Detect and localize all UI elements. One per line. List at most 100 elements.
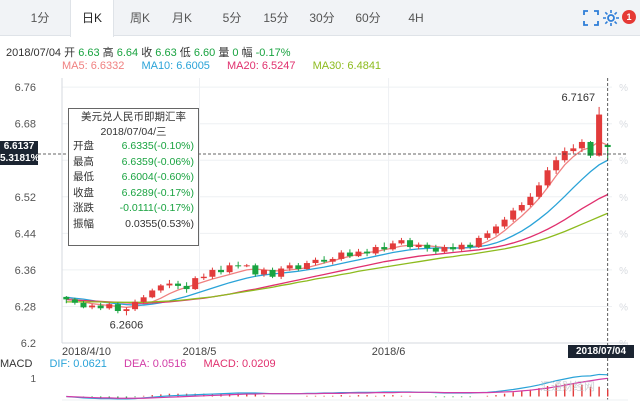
summary-close: 6.63 [155, 47, 177, 59]
candle-body [260, 269, 267, 275]
tooltip-row-amplitude: 振幅 0.0355(0.53%) [69, 217, 198, 233]
tooltip-title: 美元兑人民币即期汇率 [81, 111, 186, 123]
candle-body [89, 305, 96, 308]
candle-body [398, 240, 405, 244]
candle-tooltip: 美元兑人民币即期汇率 2018/07/04/三 开盘 6.6335(-0.10%)… [68, 108, 199, 246]
candle-body [389, 243, 396, 250]
tab-30min[interactable]: 30分 [309, 11, 335, 25]
watermark-logo: 汇通财经网 [540, 381, 595, 393]
candle-body [106, 304, 113, 309]
ma5-line [66, 140, 608, 309]
y-tick-label-right: % [619, 266, 628, 277]
candle-body [407, 240, 414, 248]
notification-badge[interactable]: 1 [622, 10, 636, 24]
tab-daily[interactable]: 日K [70, 0, 114, 37]
candle-body [217, 269, 224, 273]
candle-body [123, 309, 130, 312]
candle-body [424, 244, 431, 248]
candle-body [183, 285, 190, 290]
candle-body [450, 247, 457, 250]
settings-icon[interactable] [602, 9, 620, 27]
candle-body [561, 151, 568, 161]
candle-body [570, 148, 577, 152]
candle-body [544, 170, 551, 186]
ma10-line [66, 159, 609, 306]
tooltip-close-value: 6.6289(-0.17%) [121, 186, 194, 199]
tab-60min[interactable]: 60分 [355, 11, 381, 25]
tooltip-open-value: 6.6335(-0.10%) [121, 140, 194, 152]
candle-body [527, 196, 534, 206]
tooltip-row-change: 涨跌 -0.0111(-0.17%) [69, 201, 198, 217]
tooltip-high-value: 6.6359(-0.06%) [121, 155, 194, 168]
tab-monthly[interactable]: 月K [171, 11, 192, 25]
tooltip-high-label: 最高 [73, 155, 94, 168]
summary-change: -0.17% [255, 47, 291, 59]
candle-body [166, 283, 173, 286]
tooltip-close-label: 收盘 [73, 186, 94, 199]
candle-body [132, 301, 139, 310]
candle-body [80, 302, 87, 308]
price-annotation: 6.7167 [561, 92, 595, 104]
tab-1min[interactable]: 1分 [30, 11, 50, 25]
dea-line [66, 377, 608, 399]
candle-body [278, 268, 285, 277]
tab-weekly[interactable]: 周K [129, 11, 150, 25]
candle-body [501, 219, 508, 227]
candle-body [518, 205, 525, 211]
y-tick-label-right: % [619, 120, 628, 131]
y-tick-label-right: % [619, 302, 628, 313]
y-tick-label: 6.36 [15, 265, 36, 277]
tab-4h[interactable]: 4H [408, 11, 424, 25]
y-tick-label: 6.68 [15, 119, 36, 131]
tooltip-change-value: -0.0111(-0.17%) [119, 202, 194, 214]
summary-date: 2018/07/04 [6, 47, 62, 59]
candle-body [510, 210, 517, 220]
price-annotation: 6.2606 [110, 319, 144, 331]
candle-body [355, 251, 362, 257]
candle-body [140, 297, 147, 302]
macd-title: MACD [0, 358, 33, 370]
candle-body [235, 265, 242, 267]
candle-body [338, 252, 345, 259]
candle-body [578, 141, 585, 149]
y-tick-label-right: % [619, 193, 628, 204]
ma20-label: MA20: 6.5247 [227, 60, 296, 72]
fullscreen-icon[interactable] [582, 9, 600, 27]
candle-body [286, 265, 293, 269]
candle-body [175, 283, 182, 286]
crosshair-percent-tag: 5.3181% [0, 153, 40, 165]
summary-volume-label: 量 [218, 47, 230, 59]
crosshair-price-tag: 6.6137 [0, 141, 38, 153]
tab-15min[interactable]: 15分 [263, 11, 289, 25]
candle-body [441, 247, 448, 252]
candle-body [492, 226, 499, 234]
tooltip-change-label: 涨跌 [73, 202, 94, 214]
tooltip-row-open: 开盘 6.6335(-0.10%) [69, 139, 198, 155]
candle-body [63, 296, 70, 300]
macd-value: MACD: 0.0209 [203, 358, 276, 370]
y-tick-label: 6.52 [15, 192, 36, 204]
candle-body [192, 278, 199, 290]
summary-high-label: 高 [102, 47, 114, 59]
candle-body [346, 252, 353, 257]
candle-body [467, 244, 474, 248]
ma-legend: MA5: 6.6332 MA10: 6.6005 MA20: 6.5247 MA… [62, 60, 395, 72]
tab-5min[interactable]: 5分 [222, 11, 242, 25]
tooltip-open-label: 开盘 [73, 140, 94, 152]
candle-body [553, 160, 560, 171]
crosshair-date-tag: 2018/07/04 [568, 345, 634, 358]
dif-line [66, 373, 608, 400]
tooltip-row-close: 收盘 6.6289(-0.17%) [69, 186, 198, 202]
y-tick-label-right: % [619, 229, 628, 240]
macd-dif: DIF: 0.0621 [49, 358, 107, 370]
tooltip-low-value: 6.6004(-0.60%) [121, 171, 194, 183]
candle-body [209, 269, 216, 277]
ohlc-summary: 2018/07/04 开 6.63 高 6.64 收 6.63 低 6.60 量… [6, 44, 290, 60]
summary-high: 6.64 [116, 47, 139, 59]
ma30-line [66, 212, 608, 303]
candle-body [303, 263, 310, 269]
x-tick-label: 2018/6 [372, 346, 406, 358]
candle-body [372, 247, 379, 254]
x-tick-label: 2018/5 [183, 346, 217, 358]
tooltip-row-low: 最低 6.6004(-0.60%) [69, 170, 198, 186]
